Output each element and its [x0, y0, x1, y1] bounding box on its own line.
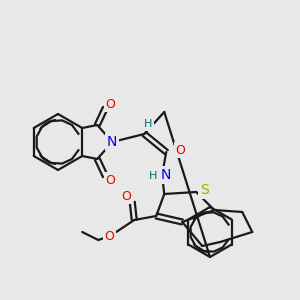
Text: O: O	[121, 190, 131, 202]
Text: O: O	[175, 143, 185, 157]
Text: S: S	[200, 183, 208, 197]
Text: H: H	[144, 119, 152, 129]
Text: O: O	[104, 230, 114, 242]
Text: O: O	[105, 173, 115, 187]
Text: O: O	[105, 98, 115, 110]
Text: N: N	[161, 168, 171, 182]
Text: N: N	[107, 135, 117, 149]
Text: H: H	[149, 171, 158, 181]
